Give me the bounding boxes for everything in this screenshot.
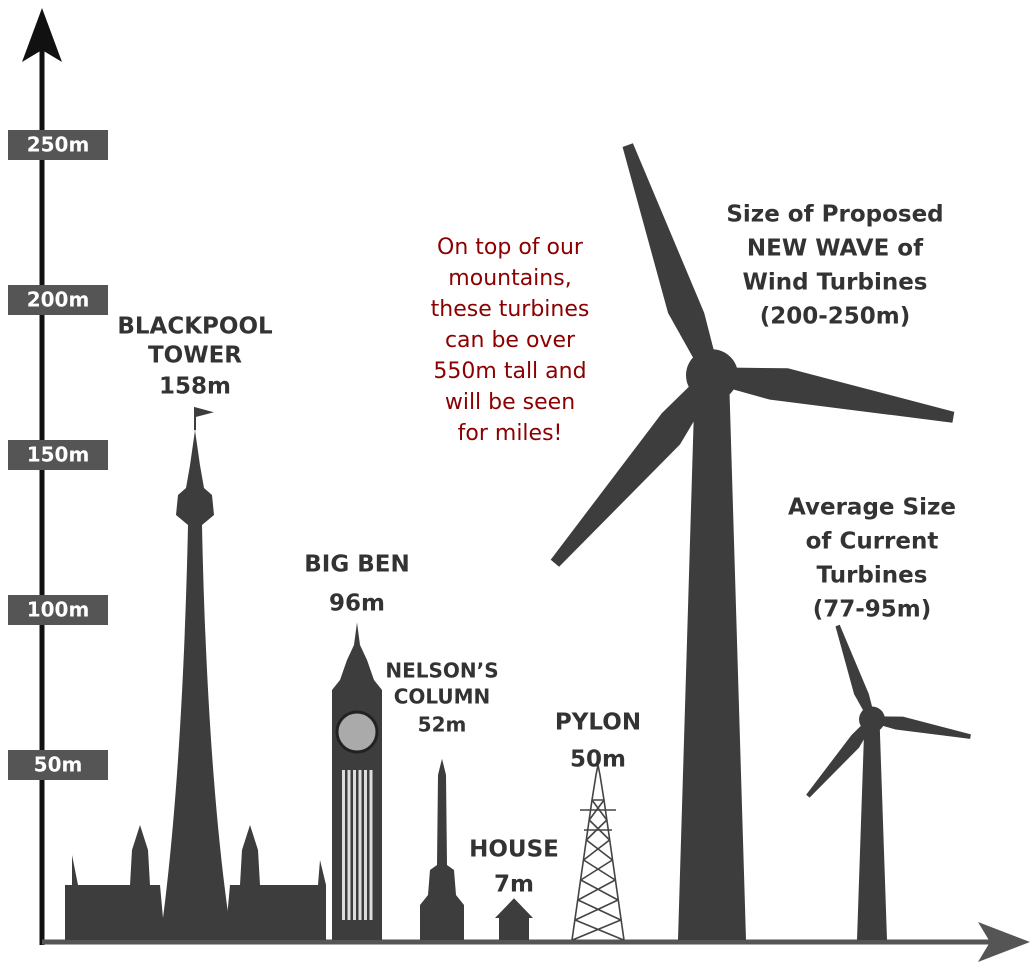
blade: [609, 140, 725, 382]
y-tick-label: 50m: [34, 753, 83, 777]
turbine-label: Size of Proposed: [726, 202, 943, 228]
window: [370, 770, 373, 920]
turbine-label: Wind Turbines: [743, 270, 928, 296]
item-label: TOWER: [148, 343, 242, 369]
item-label: PYLON: [555, 710, 641, 736]
value-label: 50m: [570, 747, 626, 773]
y-tick-label: 200m: [27, 288, 90, 312]
item-label: HOUSE: [469, 837, 559, 863]
chart: 50m 100m 150m 200m 250m BLACKPOOL TOWER 158m BIG…: [0, 0, 1033, 968]
turbine-label: NEW WAVE of: [747, 236, 924, 262]
value-label: 52m: [418, 713, 467, 737]
item-label: BIG BEN: [304, 552, 409, 578]
value-label: (200-250m): [760, 304, 911, 330]
flag: [195, 408, 210, 430]
column: [420, 759, 464, 940]
annotation: 550m tall and: [433, 359, 586, 384]
blade: [871, 711, 972, 742]
pylon-frame: [572, 765, 624, 940]
big-ben: [332, 622, 382, 940]
pylon: [572, 765, 624, 940]
turbine: [803, 624, 972, 940]
tower: [160, 430, 232, 940]
value-label: 7m: [494, 872, 534, 898]
item-label: BLACKPOOL: [117, 314, 273, 340]
annotation: can be over: [445, 328, 576, 353]
window: [364, 770, 367, 920]
hub: [859, 706, 885, 732]
blade: [710, 356, 957, 432]
annotation: these turbines: [431, 297, 590, 322]
pylon-brace: [584, 840, 613, 860]
y-tick-label: 100m: [27, 598, 90, 622]
y-tick-label: 250m: [27, 133, 90, 157]
hub: [686, 349, 738, 401]
turbine-tower: [678, 375, 746, 940]
pylon-brace: [575, 900, 621, 920]
pylon-brace: [578, 880, 618, 900]
turbine-label: Turbines: [817, 563, 928, 589]
value-label: 158m: [159, 374, 231, 400]
annotation: will be seen: [445, 390, 575, 415]
value-label: 96m: [329, 591, 385, 617]
turbine-label: Average Size: [788, 495, 956, 521]
value-label: (77-95m): [813, 597, 932, 623]
y-tick-label: 150m: [27, 443, 90, 467]
item-label: COLUMN: [394, 685, 491, 709]
window: [348, 770, 351, 920]
house: [495, 898, 533, 940]
annotation: for miles!: [458, 421, 563, 446]
turbine-tower: [857, 719, 887, 940]
window: [359, 770, 362, 920]
pylon-brace: [572, 920, 623, 940]
window: [342, 770, 345, 920]
turbine-label: of Current: [806, 529, 939, 555]
window: [353, 770, 356, 920]
annotation: mountains,: [448, 266, 571, 291]
item-label: NELSON’S: [385, 659, 498, 683]
annotation: On top of our: [437, 235, 584, 260]
pylon-brace: [581, 860, 615, 880]
clock: [337, 712, 377, 752]
